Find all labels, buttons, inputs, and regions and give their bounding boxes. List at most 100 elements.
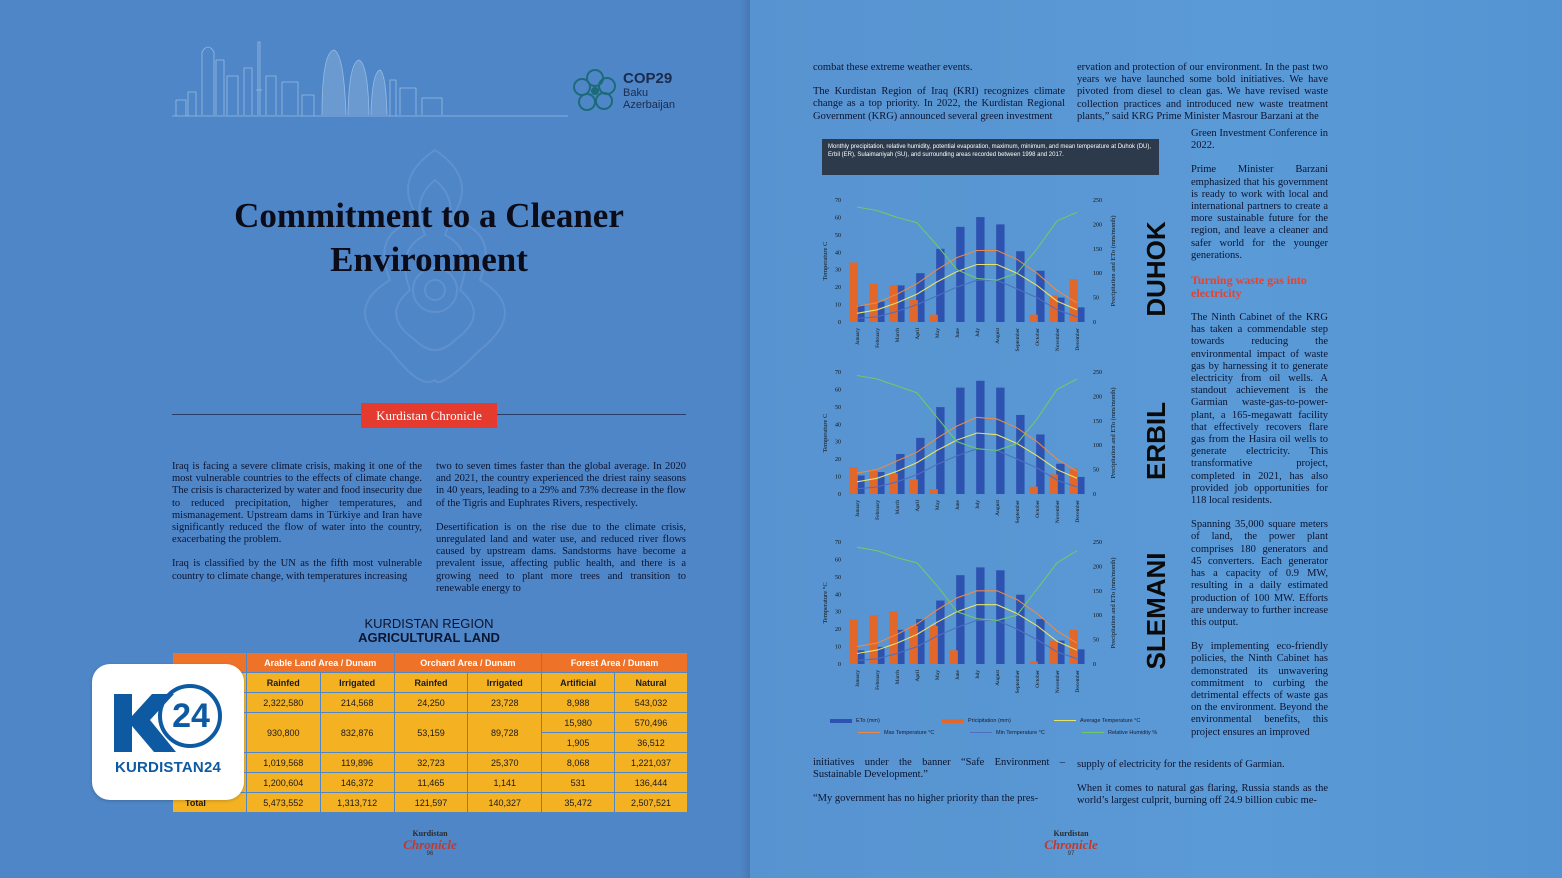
- legend-item: Min Temperature °C: [970, 729, 1045, 737]
- legend-item: Pricipitation (mm): [942, 717, 1011, 725]
- subheader-cell: Natural: [614, 672, 688, 693]
- x-tick-label: January: [855, 670, 861, 687]
- kurdistan24-logo: 24 KURDISTAN24: [92, 664, 244, 800]
- x-tick-label: August: [995, 500, 1001, 516]
- bar-precipitation: [949, 650, 958, 664]
- table-cell: 36,512: [614, 732, 688, 753]
- x-tick-label: November: [1055, 670, 1061, 693]
- climate-charts: 010203040506070050100150200250Temperatur…: [822, 198, 1171, 694]
- bar-precipitation: [889, 611, 898, 664]
- k24-mark-icon: 24: [114, 684, 222, 752]
- table-cell: 2,322,580: [245, 692, 321, 713]
- y2-axis-title: Precipitation and ETo (mm/month): [1110, 557, 1117, 648]
- bar-eto: [916, 273, 925, 322]
- y-tick-label: 50: [835, 405, 841, 411]
- table-cell: 531: [541, 772, 616, 793]
- x-tick-label: February: [875, 500, 881, 520]
- bar-eto: [976, 567, 985, 664]
- table-cell: 119,896: [319, 752, 395, 773]
- legend-label: Average Temperature °C: [1080, 718, 1141, 724]
- table-cell: 24,250: [393, 692, 469, 713]
- table-cell: 1,141: [467, 772, 543, 793]
- chart-caption: Monthly precipitation, relative humidity…: [822, 139, 1159, 175]
- section-subhead: Turning waste gas into electricity: [1191, 273, 1307, 301]
- y-tick-label: 60: [835, 215, 841, 221]
- x-tick-label: December: [1075, 500, 1081, 523]
- bar-eto: [896, 629, 905, 664]
- x-tick-label: March: [895, 328, 901, 343]
- series-line: [856, 206, 1078, 281]
- table-cell: 8,068: [541, 752, 616, 773]
- y2-tick-label: 100: [1093, 443, 1102, 449]
- bar-eto: [996, 387, 1005, 494]
- y-tick-label: 30: [835, 268, 841, 274]
- series-line: [856, 279, 1078, 320]
- table-cell: 1,905: [541, 732, 616, 753]
- legend-swatch: [830, 718, 852, 723]
- city-title: DUHOK: [1141, 221, 1171, 317]
- table-cell: 930,800: [245, 712, 321, 753]
- y-tick-label: 20: [835, 285, 841, 291]
- bar-eto: [976, 380, 985, 494]
- series-line: [856, 249, 1078, 307]
- table-cell: 570,496: [614, 712, 688, 733]
- x-tick-label: March: [895, 500, 901, 515]
- y2-tick-label: 200: [1093, 564, 1102, 570]
- y2-tick-label: 0: [1093, 320, 1096, 326]
- table-cell: 15,980: [541, 712, 616, 733]
- x-tick-label: February: [875, 328, 881, 348]
- article-column-2: two to seven times faster than the globa…: [436, 461, 686, 594]
- legend-swatch: [942, 718, 964, 723]
- bar-eto: [1016, 414, 1025, 494]
- series-line: [856, 590, 1078, 648]
- y-tick-label: 30: [835, 440, 841, 446]
- table-cell: 1,313,712: [319, 792, 395, 813]
- bar-eto: [1056, 297, 1065, 322]
- bar-precipitation: [869, 615, 878, 664]
- article-column-b-narrow: Green Investment Conference in 2022. Pri…: [1191, 128, 1328, 738]
- x-tick-label: November: [1055, 500, 1061, 523]
- masthead-left: Kurdistan Chronicle 96: [395, 830, 465, 858]
- x-tick-label: May: [935, 328, 941, 338]
- y2-tick-label: 250: [1093, 540, 1102, 546]
- table-cell: 89,728: [467, 712, 543, 753]
- y-tick-label: 0: [838, 320, 841, 326]
- x-tick-label: October: [1035, 670, 1041, 688]
- y2-tick-label: 0: [1093, 492, 1096, 498]
- series-line: [856, 263, 1078, 314]
- bar-precipitation: [1029, 314, 1038, 322]
- table-header-row: Arable Land Area / Dunam Orchard Area / …: [172, 652, 688, 673]
- bar-eto: [936, 600, 945, 664]
- table-cell: 543,032: [614, 692, 688, 713]
- y2-axis-title: Precipitation and ETo (mm/month): [1110, 387, 1117, 478]
- bar-precipitation: [1029, 661, 1038, 664]
- page-number: 96: [426, 851, 434, 857]
- x-tick-label: April: [915, 670, 921, 682]
- table-total-row: Total 5,473,552 1,313,712 121,597 140,32…: [172, 792, 688, 813]
- table-cell: 11,465: [393, 772, 469, 793]
- table-cell: 140,327: [467, 792, 543, 813]
- x-tick-label: August: [995, 670, 1001, 686]
- y-tick-label: 60: [835, 557, 841, 563]
- y-tick-label: 40: [835, 250, 841, 256]
- bar-eto: [1076, 649, 1085, 664]
- y-tick-label: 70: [835, 540, 841, 546]
- legend-item: ETo (mm): [830, 717, 880, 725]
- x-tick-label: September: [1015, 500, 1021, 524]
- legend-swatch: [858, 731, 880, 734]
- x-tick-label: June: [955, 669, 961, 680]
- bar-eto: [1076, 476, 1085, 494]
- bar-eto: [896, 285, 905, 322]
- bar-precipitation: [849, 467, 858, 494]
- x-tick-label: August: [995, 328, 1001, 344]
- table-subheader-row: Rainfed Irrigated Rainfed Irrigated Arti…: [172, 672, 688, 693]
- bar-eto: [856, 304, 865, 322]
- bar-eto: [1016, 251, 1025, 322]
- table-cell: 832,876: [319, 712, 395, 753]
- bar-eto: [856, 475, 865, 494]
- x-tick-label: April: [915, 328, 921, 340]
- bar-eto: [1056, 640, 1065, 664]
- table-cell: 214,568: [319, 692, 395, 713]
- baku-skyline-illustration: [172, 41, 568, 117]
- x-tick-label: January: [855, 328, 861, 345]
